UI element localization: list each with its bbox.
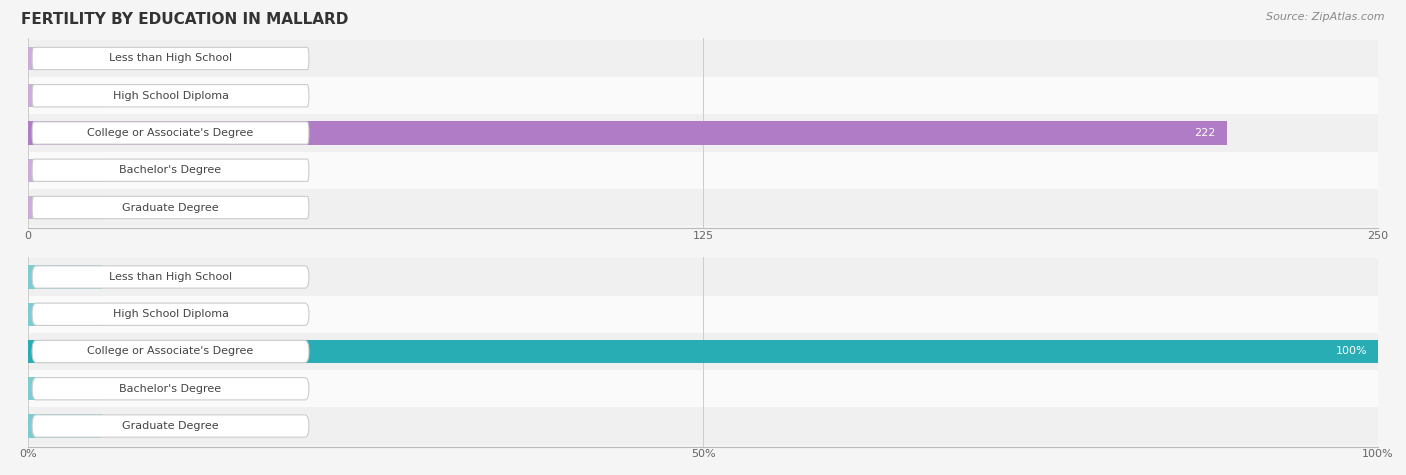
- Bar: [28, 408, 1378, 445]
- Text: Source: ZipAtlas.com: Source: ZipAtlas.com: [1267, 12, 1385, 22]
- Bar: [28, 189, 1378, 226]
- FancyBboxPatch shape: [32, 378, 309, 400]
- Text: FERTILITY BY EDUCATION IN MALLARD: FERTILITY BY EDUCATION IN MALLARD: [21, 12, 349, 27]
- Text: College or Associate's Degree: College or Associate's Degree: [87, 346, 253, 357]
- Bar: [28, 196, 103, 219]
- Bar: [28, 152, 1378, 189]
- Bar: [28, 415, 103, 437]
- Bar: [28, 84, 103, 107]
- Bar: [28, 114, 1378, 152]
- FancyBboxPatch shape: [32, 415, 309, 437]
- Text: 0: 0: [112, 165, 120, 175]
- Text: 0%: 0%: [112, 384, 131, 394]
- FancyBboxPatch shape: [32, 341, 309, 362]
- Bar: [28, 333, 1378, 370]
- Bar: [28, 40, 1378, 77]
- Text: Bachelor's Degree: Bachelor's Degree: [120, 384, 222, 394]
- Bar: [28, 47, 103, 70]
- Text: High School Diploma: High School Diploma: [112, 309, 229, 319]
- FancyBboxPatch shape: [32, 122, 309, 144]
- Text: Graduate Degree: Graduate Degree: [122, 202, 219, 212]
- Text: 0: 0: [112, 91, 120, 101]
- Text: Less than High School: Less than High School: [108, 54, 232, 64]
- FancyBboxPatch shape: [32, 303, 309, 325]
- Bar: [28, 377, 103, 400]
- Text: High School Diploma: High School Diploma: [112, 91, 229, 101]
- Bar: [28, 295, 1378, 333]
- Bar: [28, 77, 1378, 114]
- Text: Less than High School: Less than High School: [108, 272, 232, 282]
- Text: 0%: 0%: [112, 309, 131, 319]
- Text: 222: 222: [1195, 128, 1216, 138]
- Bar: [28, 159, 103, 182]
- FancyBboxPatch shape: [32, 48, 309, 70]
- Bar: [28, 266, 103, 288]
- Bar: [28, 340, 1378, 363]
- Text: 0: 0: [112, 54, 120, 64]
- Text: Bachelor's Degree: Bachelor's Degree: [120, 165, 222, 175]
- Bar: [28, 258, 1378, 295]
- Bar: [28, 303, 103, 326]
- FancyBboxPatch shape: [32, 196, 309, 218]
- FancyBboxPatch shape: [32, 85, 309, 107]
- FancyBboxPatch shape: [32, 266, 309, 288]
- Text: 0%: 0%: [112, 272, 131, 282]
- Text: College or Associate's Degree: College or Associate's Degree: [87, 128, 253, 138]
- Bar: [28, 370, 1378, 408]
- FancyBboxPatch shape: [32, 159, 309, 181]
- Text: 0%: 0%: [112, 421, 131, 431]
- Text: Graduate Degree: Graduate Degree: [122, 421, 219, 431]
- Bar: [28, 122, 1226, 144]
- Text: 0: 0: [112, 202, 120, 212]
- Text: 100%: 100%: [1336, 346, 1367, 357]
